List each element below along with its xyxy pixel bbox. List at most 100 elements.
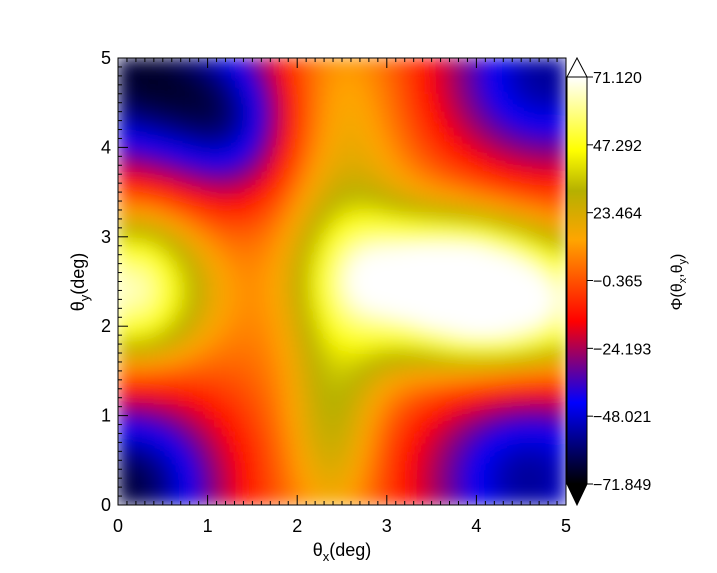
- heatmap-cell: [323, 173, 334, 184]
- heatmap-cell: [520, 397, 531, 408]
- heatmap-cell: [126, 343, 137, 354]
- heatmap-cell: [493, 58, 504, 68]
- heatmap-cell: [368, 102, 379, 113]
- heatmap-cell: [386, 370, 397, 381]
- heatmap-cell: [413, 370, 424, 381]
- heatmap-cell: [368, 129, 379, 139]
- heatmap-cell: [359, 58, 370, 68]
- heatmap-cell: [556, 102, 566, 113]
- heatmap-cell: [502, 58, 513, 68]
- heatmap-cell: [278, 289, 289, 300]
- heatmap-cell: [368, 316, 379, 327]
- heatmap-cell: [287, 432, 298, 443]
- heatmap-cell: [556, 441, 566, 452]
- heatmap-cell: [413, 200, 424, 211]
- heatmap-cell: [305, 272, 316, 282]
- heatmap-cell: [350, 424, 361, 434]
- heatmap-cell: [332, 93, 343, 104]
- heatmap-cell: [395, 432, 406, 443]
- heatmap-cell: [529, 120, 540, 131]
- heatmap-cell: [368, 334, 379, 345]
- x-tick-label: 0: [113, 516, 123, 536]
- heatmap-cell: [395, 334, 406, 345]
- heatmap-cell: [305, 459, 316, 470]
- heatmap-cell: [493, 227, 504, 238]
- heatmap-cell: [162, 120, 173, 131]
- heatmap-cell: [449, 263, 459, 274]
- heatmap-cell: [368, 254, 379, 265]
- heatmap-cell: [368, 397, 379, 408]
- heatmap-cell: [341, 379, 352, 390]
- heatmap-cell: [323, 415, 334, 426]
- heatmap-cell: [153, 316, 164, 327]
- heatmap-cell: [332, 263, 343, 274]
- heatmap-cell: [332, 111, 343, 122]
- heatmap-cell: [511, 272, 522, 282]
- heatmap-cell: [449, 477, 459, 488]
- heatmap-cell: [305, 120, 316, 131]
- heatmap-cell: [162, 102, 173, 113]
- heatmap-cell: [118, 84, 128, 95]
- heatmap-cell: [404, 93, 415, 104]
- heatmap-cell: [242, 191, 253, 202]
- heatmap-cell: [198, 218, 209, 229]
- heatmap-cell: [484, 459, 495, 470]
- y-axis-title: θy(deg): [68, 253, 92, 312]
- heatmap-cell: [377, 129, 388, 139]
- heatmap-cell: [520, 388, 531, 399]
- heatmap-cell: [216, 459, 227, 470]
- heatmap-cell: [198, 415, 209, 426]
- heatmap-cell: [341, 450, 352, 461]
- heatmap-cell: [341, 137, 352, 148]
- heatmap-cell: [475, 459, 486, 470]
- heatmap-cell: [511, 111, 522, 122]
- heatmap-cell: [126, 298, 137, 309]
- heatmap-cell: [529, 254, 540, 265]
- heatmap-cell: [332, 102, 343, 113]
- heatmap-cell: [368, 325, 379, 336]
- heatmap-cell: [368, 84, 379, 95]
- heatmap-cell: [556, 254, 566, 265]
- heatmap-cell: [431, 111, 442, 122]
- heatmap-cell: [431, 75, 442, 86]
- heatmap-cell: [377, 334, 388, 345]
- heatmap-cell: [466, 415, 477, 426]
- heatmap-cell: [171, 111, 182, 122]
- heatmap-cell: [135, 459, 146, 470]
- heatmap-cell: [171, 415, 182, 426]
- heatmap-cell: [395, 120, 406, 131]
- heatmap-cell: [189, 209, 200, 220]
- heatmap-cell: [440, 468, 451, 479]
- heatmap-cell: [225, 164, 235, 175]
- heatmap-cell: [171, 209, 182, 220]
- heatmap-cell: [242, 415, 253, 426]
- heatmap-cell: [547, 236, 558, 247]
- heatmap-cell: [377, 316, 388, 327]
- heatmap-cell: [511, 495, 522, 505]
- heatmap-cell: [118, 298, 128, 309]
- heatmap-cell: [422, 129, 433, 139]
- heatmap-cell: [126, 236, 137, 247]
- heatmap-cell: [502, 281, 513, 291]
- heatmap-cell: [466, 164, 477, 175]
- heatmap-cell: [368, 75, 379, 86]
- heatmap-cell: [431, 120, 442, 131]
- heatmap-cell: [242, 343, 253, 354]
- heatmap-cell: [278, 459, 289, 470]
- heatmap-cell: [118, 102, 128, 113]
- heatmap-cell: [287, 58, 298, 68]
- heatmap-cell: [198, 343, 209, 354]
- heatmap-cell: [260, 379, 271, 390]
- heatmap-cell: [216, 263, 227, 274]
- heatmap-cell: [242, 298, 253, 309]
- heatmap-cell: [466, 352, 477, 363]
- heatmap-cell: [466, 272, 477, 282]
- heatmap-cell: [359, 209, 370, 220]
- colorbar-tick-label: 47.292: [593, 138, 642, 155]
- heatmap-cell: [242, 93, 253, 104]
- heatmap-cell: [260, 209, 271, 220]
- heatmap-cell: [359, 307, 370, 318]
- heatmap-cell: [377, 379, 388, 390]
- heatmap-cell: [395, 272, 406, 282]
- heatmap-cell: [332, 432, 343, 443]
